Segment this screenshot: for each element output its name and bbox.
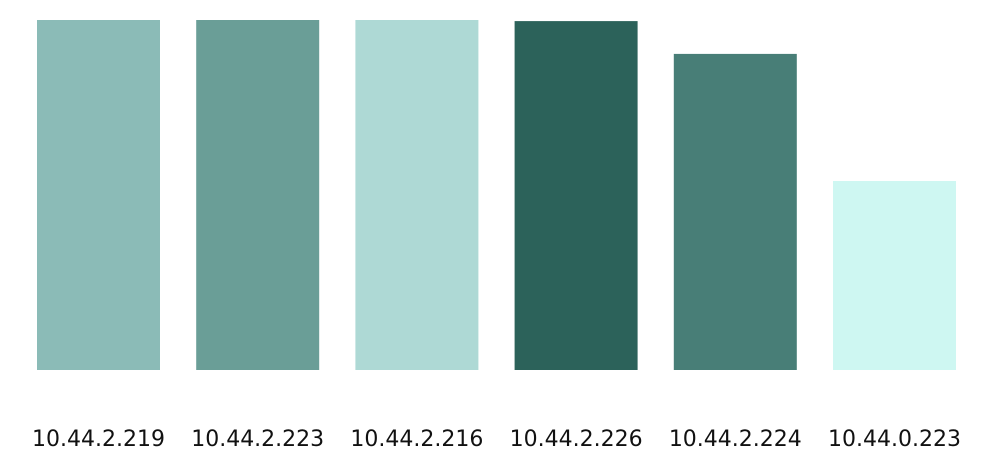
bars-group [37, 20, 956, 371]
bar-10.44.2.216 [355, 20, 479, 370]
x-tick-labels: 10.44.2.219 10.44.2.223 10.44.2.216 10.44.2… [32, 427, 961, 452]
x-tick-label: 10.44.2.224 [669, 427, 802, 452]
bar-10.44.2.223 [196, 20, 320, 370]
x-tick-label: 10.44.2.223 [191, 427, 324, 452]
x-tick-label: 10.44.2.216 [350, 427, 483, 452]
x-tick-label: 10.44.0.223 [828, 427, 961, 452]
bar-10.44.2.224 [673, 53, 797, 371]
bar-10.44.0.223 [833, 181, 956, 370]
bar-10.44.2.219 [37, 20, 160, 370]
x-tick-label: 10.44.2.226 [510, 427, 643, 452]
bar-10.44.2.226 [514, 21, 638, 370]
x-tick-label: 10.44.2.219 [32, 427, 165, 452]
